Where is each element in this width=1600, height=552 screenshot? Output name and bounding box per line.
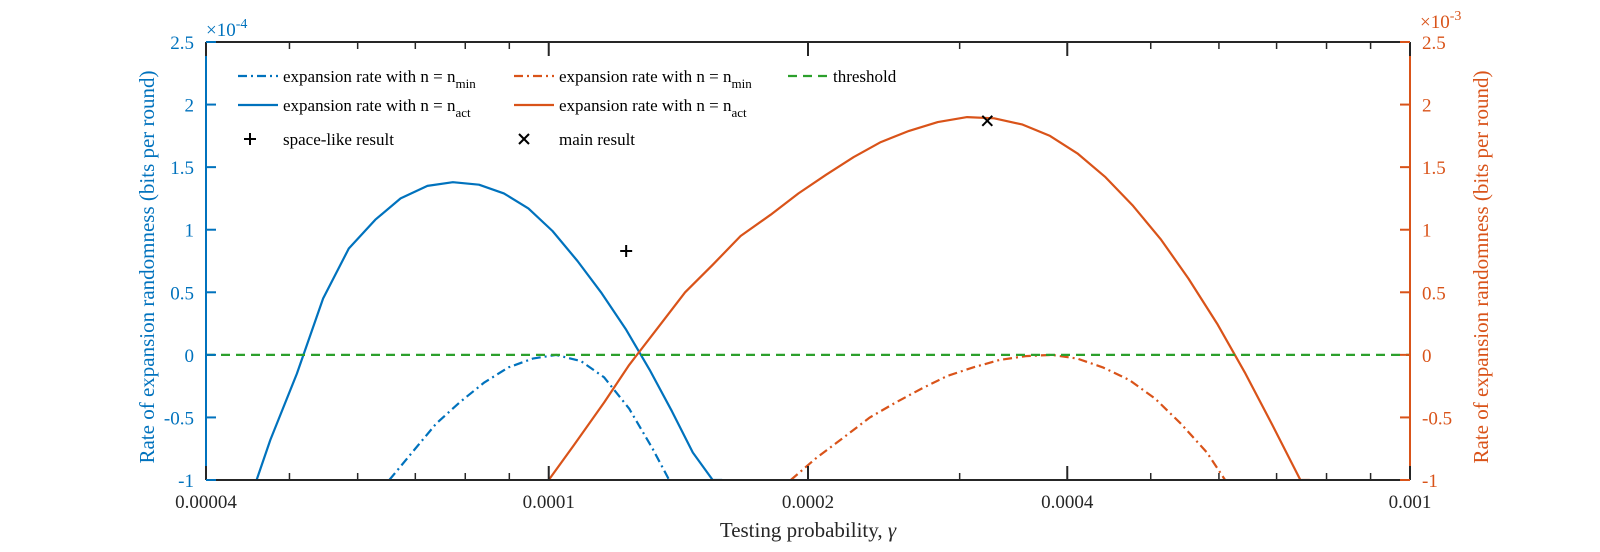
right-y-tick-label: 1: [1422, 221, 1432, 242]
left-y-tick-label: -1: [178, 471, 194, 492]
left-y-tick-label: -0.5: [164, 408, 194, 429]
legend-label: threshold: [833, 67, 897, 86]
x-tick-label: 0.0001: [523, 492, 575, 513]
left-axis-multiplier: ×10-4: [206, 17, 247, 41]
left-multiplier-exp: -4: [236, 17, 248, 32]
legend-label-subscript: act: [731, 105, 747, 120]
legend-label: space-like result: [283, 130, 394, 149]
plot-background: [206, 42, 1410, 480]
x-axis-title-text: Testing probability,: [720, 518, 888, 542]
legend-label: expansion rate with n = nmin: [283, 67, 476, 91]
cross-marker-b: [981, 115, 993, 127]
legend-label: main result: [559, 130, 635, 149]
legend-label-text: expansion rate with n = n: [559, 67, 732, 86]
legend-label-text: expansion rate with n = n: [283, 96, 456, 115]
x-tick-label: 0.001: [1389, 492, 1432, 513]
legend-entry: threshold: [788, 67, 897, 86]
legend-entry: expansion rate with n = nact: [514, 96, 747, 120]
right-y-tick-label: 0.5: [1422, 283, 1446, 304]
legend: expansion rate with n = nmin expansion ra…: [238, 67, 897, 149]
x-axis-title: Testing probability, γ: [720, 518, 897, 542]
legend-entry: space-like result: [244, 130, 394, 149]
right-multiplier-base: ×10: [1420, 12, 1450, 33]
legend-entry: expansion rate with n = nact: [238, 96, 471, 120]
series-line-2: [790, 353, 1227, 480]
right-y-tick-label: 2.5: [1422, 33, 1446, 54]
marker-layer: [620, 115, 993, 257]
right-y-tick-label: 1.5: [1422, 158, 1446, 179]
left-y-tick-label: 1: [185, 221, 195, 242]
legend-label-text: expansion rate with n = n: [559, 96, 732, 115]
x-axis-title-symbol: γ: [888, 518, 897, 542]
left-y-axis-title: Rate of expansion randomness (bits per r…: [135, 70, 159, 463]
series-layer: [206, 115, 1410, 480]
x-tick-label: 0.00004: [175, 492, 237, 513]
left-y-tick-label: 0.5: [170, 283, 194, 304]
legend-label-subscript: min: [731, 76, 752, 91]
legend-symbol: [518, 133, 530, 145]
legend-label-text: main result: [559, 130, 635, 149]
right-multiplier-exp: -3: [1450, 9, 1462, 24]
left-y-tick-label: 2.5: [170, 33, 194, 54]
legend-symbol: [244, 133, 256, 145]
series-line-0: [388, 353, 671, 480]
cross-marker: [981, 115, 993, 127]
legend-label-text: space-like result: [283, 130, 394, 149]
legend-label: expansion rate with n = nact: [559, 96, 747, 120]
legend-label-text: threshold: [833, 67, 897, 86]
plus-marker: [620, 244, 633, 257]
right-y-axis-title: Rate of expansion randomness (bits per r…: [1469, 70, 1493, 463]
legend-cross-b: [518, 133, 530, 145]
right-y-tick-label: -1: [1422, 471, 1438, 492]
left-y-tick-label: 0: [185, 346, 195, 367]
right-axis-multiplier: ×10-3: [1420, 9, 1461, 33]
left-y-tick-label: 2: [185, 96, 195, 117]
right-y-tick-label: -0.5: [1422, 408, 1452, 429]
legend-label-subscript: min: [455, 76, 476, 91]
legend-label: expansion rate with n = nact: [283, 96, 471, 120]
x-tick-label: 0.0004: [1041, 492, 1094, 513]
legend-label-subscript: act: [455, 105, 471, 120]
right-y-tick-label: 2: [1422, 96, 1432, 117]
left-y-tick-label: 1.5: [170, 158, 194, 179]
legend-label: expansion rate with n = nmin: [559, 67, 752, 91]
plot-area: [206, 42, 1410, 480]
x-tick-label: 0.0002: [782, 492, 834, 513]
legend-label-text: expansion rate with n = n: [283, 67, 456, 86]
left-multiplier-base: ×10: [206, 20, 236, 41]
series-line-1: [255, 181, 723, 480]
right-y-tick-label: 0: [1422, 346, 1432, 367]
legend-entry: expansion rate with n = nmin: [514, 67, 752, 91]
series-line-3: [547, 115, 1310, 480]
legend-entry: main result: [518, 130, 635, 149]
legend-entry: expansion rate with n = nmin: [238, 67, 476, 91]
axes-layer: 0.00004 0.0001 0.0002 0.0004 0.001 Testing pr…: [135, 9, 1493, 542]
